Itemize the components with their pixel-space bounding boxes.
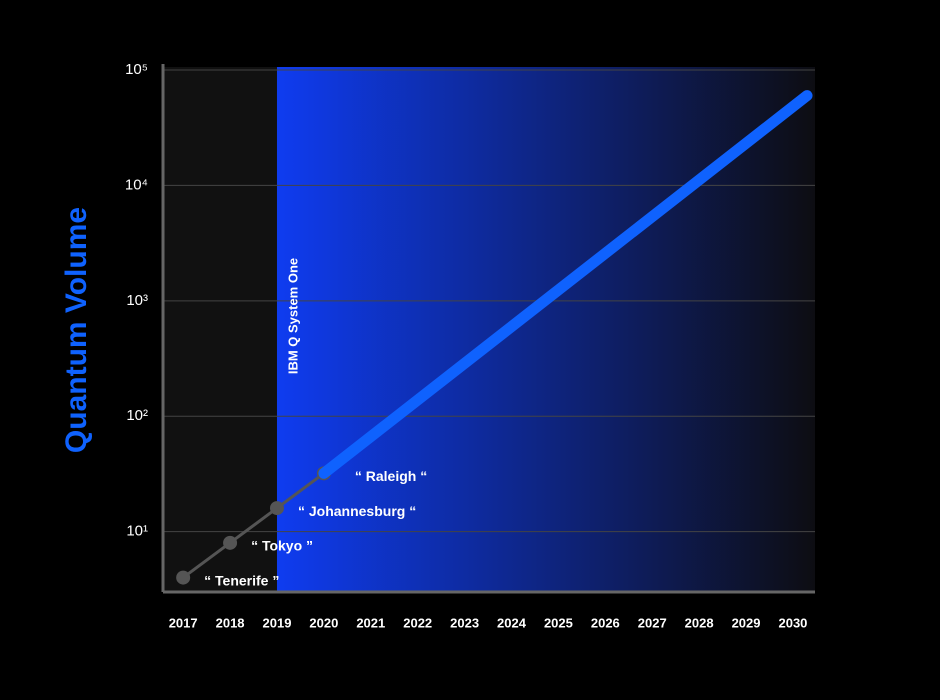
y-tick-label: 10³	[126, 292, 148, 309]
data-point	[223, 535, 238, 550]
y-tick-label: 10⁴	[125, 176, 148, 193]
data-point	[176, 570, 191, 585]
series-line	[318, 90, 813, 479]
x-tick-label: 2021	[356, 615, 385, 630]
x-tick-label: 2028	[685, 615, 714, 630]
x-tick-label: 2020	[309, 615, 338, 630]
data-point	[269, 501, 284, 516]
x-tick-label: 2025	[544, 615, 573, 630]
x-tick-label: 2024	[497, 615, 527, 630]
y-axis-label: Quantum Volume	[60, 207, 93, 453]
x-tick-label: 2029	[732, 615, 761, 630]
x-tick-label: 2018	[216, 615, 245, 630]
point-label: “ Tenerife ”	[204, 572, 279, 588]
point-label: “ Tokyo ”	[251, 538, 313, 554]
series-line	[181, 471, 326, 580]
annotation: IBM Q System One	[285, 258, 300, 374]
x-tick-label: 2019	[263, 615, 292, 630]
x-tick-label: 2023	[450, 615, 479, 630]
point-label: “ Johannesburg “	[298, 503, 416, 519]
point-label: “ Raleigh “	[355, 468, 427, 484]
x-tick-label: 2027	[638, 615, 667, 630]
x-tick-label: 2022	[403, 615, 432, 630]
x-tick-label: 2026	[591, 615, 620, 630]
x-tick-label: 2017	[169, 615, 198, 630]
y-tick-label: 10¹	[126, 523, 148, 540]
y-tick-label: 10²	[126, 407, 148, 424]
y-tick-label: 10⁵	[125, 61, 148, 78]
x-tick-label: 2030	[778, 615, 807, 630]
